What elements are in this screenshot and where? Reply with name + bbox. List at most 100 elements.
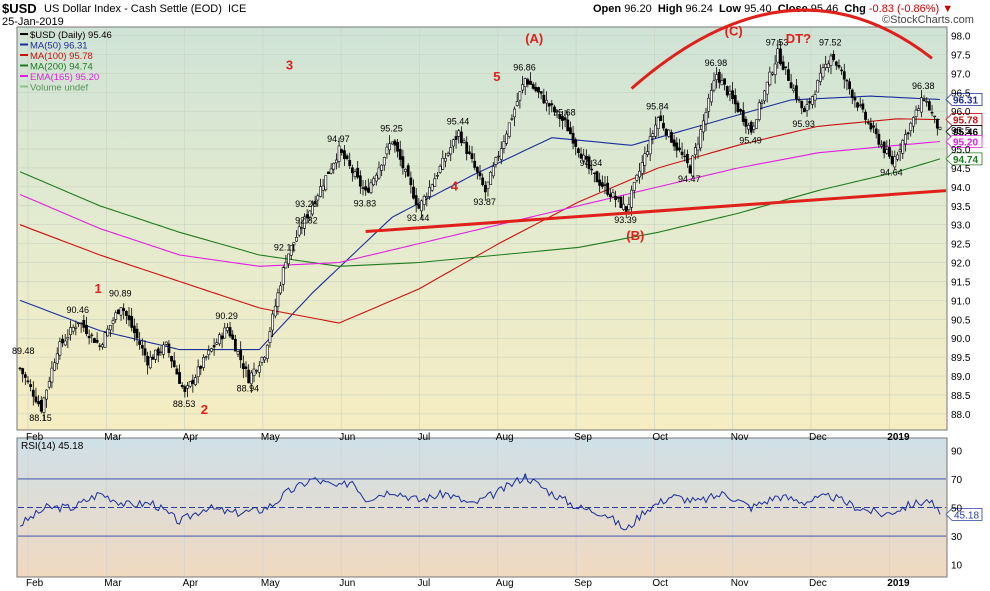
candle-body (755, 119, 758, 129)
candle-body (579, 153, 583, 159)
candle-body (550, 103, 554, 106)
candle-body (646, 151, 649, 155)
candle-body (398, 149, 402, 160)
candle-body (130, 316, 134, 328)
candle-body (880, 144, 883, 147)
candle-body (683, 155, 687, 158)
candle-body (866, 122, 870, 124)
month-tick-label: Oct (652, 578, 668, 589)
candle-body (132, 325, 136, 334)
rsi-tick-label: 30 (951, 532, 963, 543)
candle-body (553, 106, 556, 113)
candle-body (257, 365, 261, 373)
candle-body (632, 181, 636, 191)
candle-body (422, 196, 426, 205)
price-value-label: 89.48 (12, 346, 35, 356)
candle-body (603, 184, 607, 186)
candle-body (287, 253, 290, 265)
candle-body (31, 389, 35, 397)
candle-body (935, 118, 939, 129)
candle-body (350, 167, 354, 174)
candle-body (699, 129, 703, 149)
candle-body (26, 380, 30, 383)
price-tick-label: 95.0 (951, 145, 971, 156)
price-tick-label: 89.5 (951, 353, 971, 364)
last-value-tag (945, 93, 983, 106)
candle-body (662, 122, 665, 129)
candle-body (151, 356, 155, 360)
candle-body (231, 334, 235, 340)
candle-body (135, 328, 139, 339)
price-value-label: 95.68 (553, 107, 576, 117)
price-tick-label: 88.0 (951, 410, 971, 421)
candle-body (409, 177, 413, 186)
legend-item: MA(50) 96.31 (30, 41, 88, 52)
candle-body (816, 80, 820, 93)
candle-body (874, 128, 878, 135)
candle-body (850, 89, 854, 98)
brand-watermark: ©StockCharts.com (882, 14, 974, 26)
candle-body (728, 90, 732, 95)
candle-body (178, 372, 181, 384)
price-value-label: 95.49 (739, 136, 762, 146)
candle-body (441, 157, 445, 170)
candle-body (933, 115, 937, 118)
candle-body (180, 384, 184, 387)
candle-body (382, 157, 386, 166)
price-value-label: 93.44 (407, 213, 430, 223)
candle-body (731, 90, 735, 100)
candle-body (236, 351, 240, 355)
candle-body (656, 117, 660, 130)
price-tick-label: 96.5 (951, 88, 971, 99)
candle-body (116, 309, 120, 314)
candle-body (457, 130, 461, 137)
candle-body (507, 122, 511, 137)
month-tick-label: Mar (104, 432, 122, 443)
candle-body (194, 377, 197, 385)
price-value-label: 95.44 (447, 116, 470, 126)
candle-body (446, 152, 450, 156)
candle-body (260, 356, 264, 363)
candle-body (47, 381, 51, 388)
candle-body (50, 367, 54, 383)
candle-body (523, 78, 527, 87)
candle-body (513, 108, 516, 118)
candle-body (704, 111, 708, 125)
candle-body (826, 63, 830, 68)
candle-body (316, 195, 320, 201)
candle-body (510, 118, 514, 120)
month-tick-label: Jun (339, 578, 355, 589)
month-tick-label: Sep (574, 578, 592, 589)
candle-body (249, 372, 253, 385)
legend-item: MA(200) 94.74 (30, 62, 93, 73)
candle-body (473, 160, 477, 168)
candle-body (624, 206, 628, 213)
price-tick-label: 93.5 (951, 202, 971, 213)
candle-body (109, 325, 112, 331)
candle-body (295, 237, 298, 242)
candle-body (566, 119, 570, 132)
candle-body (412, 186, 415, 199)
candle-body (42, 397, 46, 413)
candle-body (202, 357, 205, 368)
candle-body (829, 55, 833, 66)
candle-body (616, 197, 620, 199)
candle-body (856, 102, 859, 108)
candle-body (186, 385, 189, 389)
price-value-label: 95.25 (380, 124, 403, 134)
month-tick-label: May (261, 432, 280, 443)
candle-body (292, 242, 296, 246)
price-value-label: 93.87 (473, 197, 496, 207)
candle-body (244, 366, 248, 369)
candle-body (321, 185, 325, 191)
top-arc (630, 8, 933, 90)
candle-body (818, 72, 822, 82)
price-value-label: 88.94 (237, 383, 260, 393)
candle-body (29, 384, 33, 388)
candle-body (327, 171, 330, 174)
candle-body (212, 345, 216, 348)
legend-swatch (20, 85, 28, 88)
wave-annotation: 1 (94, 281, 101, 296)
price-value-label: 96.38 (912, 81, 935, 91)
candle-body (436, 175, 439, 177)
